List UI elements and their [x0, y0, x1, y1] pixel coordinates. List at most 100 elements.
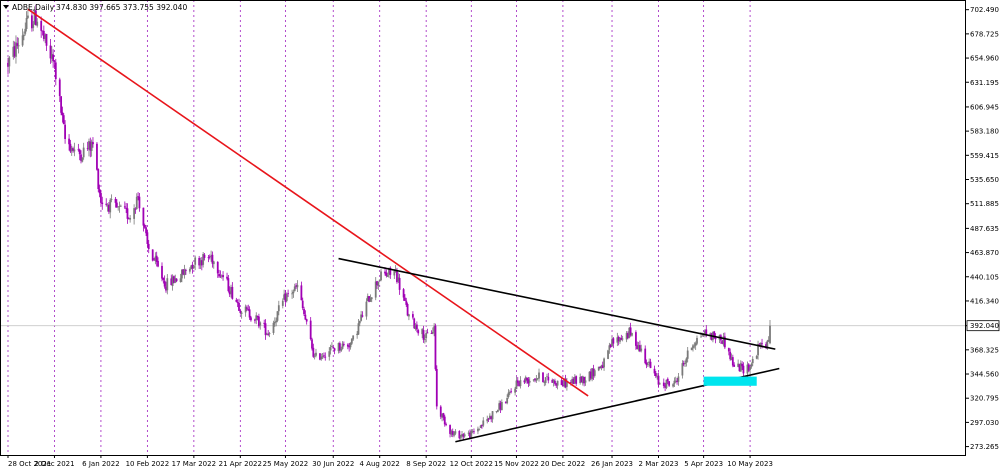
- candle: [54, 58, 57, 86]
- candle: [161, 262, 163, 282]
- candle: [81, 157, 84, 163]
- candle: [749, 366, 751, 375]
- candle: [721, 340, 724, 345]
- candle: [627, 331, 629, 340]
- candle: [454, 429, 457, 436]
- candle: [96, 141, 98, 171]
- candle: [495, 411, 498, 414]
- candle: [129, 215, 132, 223]
- candle: [332, 344, 335, 349]
- candle: [473, 428, 475, 435]
- candle: [254, 318, 256, 324]
- candle: [21, 28, 24, 47]
- candle: [219, 270, 222, 279]
- candle: [453, 431, 455, 438]
- candle: [292, 289, 295, 298]
- y-tick-label: 440.105: [970, 273, 999, 281]
- candle: [518, 380, 520, 387]
- candle: [588, 371, 591, 382]
- candle: [636, 341, 639, 350]
- candle: [439, 405, 442, 420]
- candle: [273, 317, 276, 327]
- candle: [431, 327, 434, 335]
- candle: [665, 379, 668, 390]
- support-highlight-box[interactable]: [703, 376, 757, 386]
- candle: [516, 377, 519, 387]
- candle: [449, 424, 451, 438]
- y-tick-label: 654.960: [970, 55, 999, 63]
- candle: [123, 201, 126, 210]
- candle: [640, 344, 643, 353]
- x-tick-label: 28 Oct 2021: [8, 460, 51, 468]
- candle: [649, 358, 652, 369]
- candles: [7, 4, 771, 440]
- candle: [500, 399, 503, 411]
- candle: [276, 311, 279, 323]
- candle: [207, 255, 210, 263]
- candle: [61, 106, 64, 123]
- upper-triangle-line[interactable]: [338, 257, 776, 350]
- candle: [767, 336, 770, 343]
- candle: [609, 343, 612, 348]
- candle: [597, 366, 600, 372]
- candle: [142, 207, 145, 232]
- dropdown-triangle-icon[interactable]: [3, 5, 9, 9]
- candle: [435, 365, 438, 410]
- candle: [236, 299, 239, 308]
- candle: [377, 281, 380, 291]
- downtrend-line[interactable]: [27, 8, 589, 397]
- candle: [591, 368, 594, 382]
- candle: [366, 293, 369, 302]
- candle: [188, 267, 191, 274]
- candle: [231, 282, 234, 300]
- candle: [524, 375, 527, 384]
- candle: [267, 329, 270, 337]
- candle: [92, 137, 94, 148]
- candle: [415, 321, 418, 333]
- candle: [593, 368, 596, 378]
- candle: [311, 337, 313, 351]
- x-tick-label: 6 Jan 2022: [82, 460, 120, 468]
- candle: [133, 204, 136, 225]
- candle: [612, 337, 615, 349]
- candle: [284, 290, 287, 306]
- candle: [203, 252, 206, 261]
- candle: [565, 377, 568, 391]
- candle: [478, 428, 481, 431]
- candle: [737, 359, 740, 368]
- candle: [309, 317, 312, 341]
- candle: [639, 340, 641, 353]
- candle: [554, 378, 556, 386]
- candle: [7, 57, 9, 75]
- candle: [713, 330, 716, 339]
- candle: [471, 429, 474, 434]
- candle: [389, 266, 392, 279]
- candle: [107, 202, 110, 215]
- candle: [601, 361, 604, 369]
- x-tick-label: 10 Feb 2022: [126, 460, 170, 468]
- candle: [523, 378, 526, 384]
- candle: [543, 380, 546, 387]
- y-tick-label: 320.795: [970, 395, 999, 403]
- candle: [628, 326, 631, 339]
- candle: [263, 319, 266, 328]
- candle: [536, 377, 539, 381]
- candle: [459, 434, 462, 440]
- candle: [451, 428, 454, 438]
- candle: [89, 137, 92, 158]
- candle: [402, 287, 405, 301]
- candle: [555, 382, 558, 388]
- y-tick-label: 702.490: [970, 6, 999, 14]
- candle: [8, 55, 11, 74]
- candle: [268, 331, 271, 338]
- candle: [528, 377, 531, 386]
- candle: [82, 142, 85, 160]
- candle: [620, 334, 623, 341]
- candle: [145, 224, 147, 236]
- candle: [349, 342, 352, 350]
- candle: [346, 343, 349, 350]
- candle: [681, 360, 684, 379]
- candle: [118, 201, 121, 213]
- candle: [357, 318, 360, 336]
